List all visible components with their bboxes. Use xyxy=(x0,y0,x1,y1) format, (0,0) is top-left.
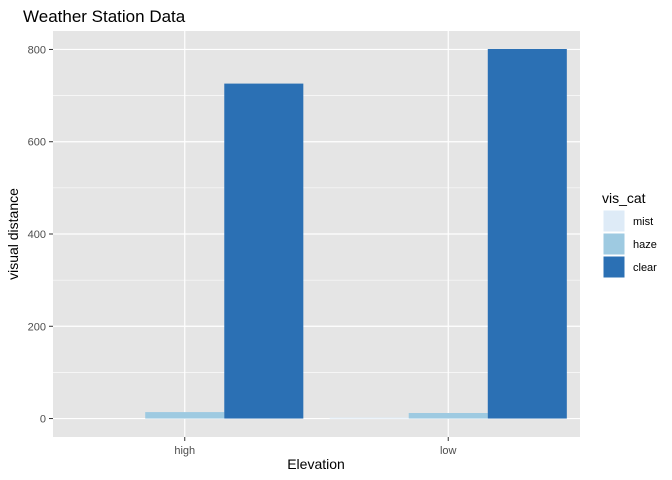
x-axis: high low xyxy=(174,437,457,457)
legend-label-haze: haze xyxy=(633,239,657,251)
y-tick-label: 600 xyxy=(28,137,46,149)
y-axis-title: visual distance xyxy=(5,188,21,280)
legend-key-mist xyxy=(602,209,626,233)
x-axis-title: Elevation xyxy=(287,456,345,472)
bar-mist xyxy=(329,417,409,419)
y-axis: 0 200 400 600 800 xyxy=(28,44,53,426)
bar-clear xyxy=(224,83,304,419)
legend-title: vis_cat xyxy=(602,190,646,206)
legend: vis_cat mist haze clear xyxy=(602,190,657,279)
x-tick-label: high xyxy=(174,445,195,457)
y-tick-label: 800 xyxy=(28,44,46,56)
legend-key-clear xyxy=(602,255,626,279)
y-tick-label: 400 xyxy=(28,229,46,241)
bars xyxy=(145,48,567,419)
y-tick-label: 0 xyxy=(40,414,46,426)
bar-haze xyxy=(145,412,225,419)
legend-label-mist: mist xyxy=(633,216,653,228)
chart-title: Weather Station Data xyxy=(23,7,186,26)
x-tick-label: low xyxy=(440,445,457,457)
legend-label-clear: clear xyxy=(633,262,657,274)
bar-clear xyxy=(487,48,567,419)
y-tick-label: 200 xyxy=(28,321,46,333)
legend-key-haze xyxy=(602,232,626,256)
bar-haze xyxy=(408,413,488,419)
